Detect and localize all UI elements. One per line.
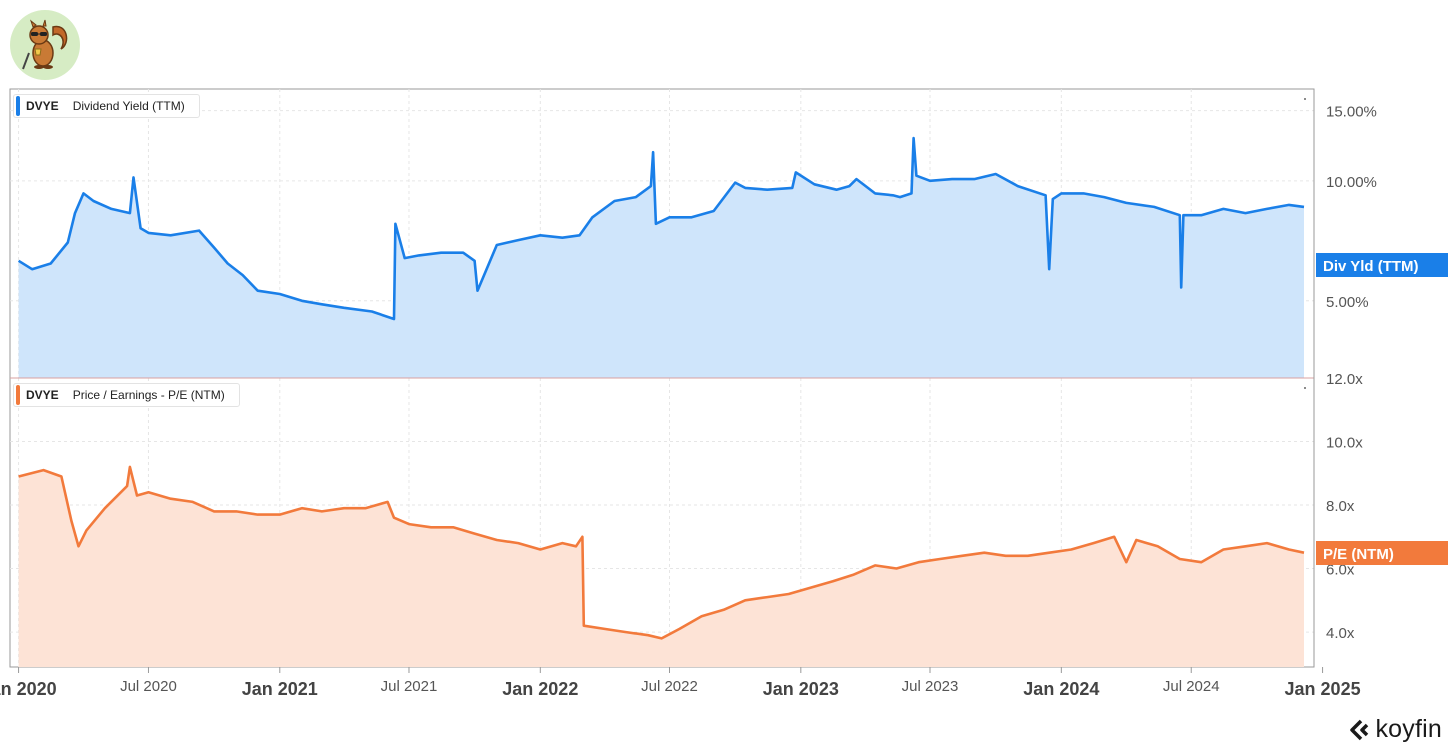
panel-marker: [1304, 387, 1306, 389]
y-tick-label: 10.0x: [1326, 435, 1363, 452]
x-tick-label: Jan 2021: [242, 679, 318, 699]
series-line-0: [17, 136, 1305, 321]
value-flag-0: [1316, 253, 1448, 277]
y-tick-label: 4.0x: [1326, 625, 1355, 642]
x-tick-label: Jul 2022: [641, 678, 698, 695]
series-line-1: [18, 465, 1305, 640]
series-color-swatch: [16, 385, 20, 405]
series-area-0: [18, 138, 1305, 378]
x-tick-label: Jan 2023: [763, 679, 839, 699]
value-flag-label: Div Yld (TTM): [1323, 258, 1419, 275]
legend-dividend-yield: DVYE Dividend Yield (TTM): [13, 94, 200, 118]
y-tick-label: 15.00%: [1326, 104, 1377, 121]
legend-ticker: DVYE: [26, 99, 59, 113]
x-tick-label: Jul 2020: [120, 678, 177, 695]
legend-series-name: Price / Earnings - P/E (NTM): [72, 388, 225, 402]
y-tick-label: 6.0x: [1326, 562, 1355, 579]
y-tick-label: 12.0x: [1326, 371, 1363, 388]
legend-price-earnings: DVYE Price / Earnings - P/E (NTM): [13, 383, 240, 407]
value-flag-1: [1316, 541, 1448, 565]
x-tick-label: Jul 2021: [381, 678, 438, 695]
y-tick-label: 5.00%: [1326, 294, 1369, 311]
series-color-swatch: [16, 96, 20, 116]
legend-ticker: DVYE: [26, 388, 59, 402]
x-tick-label: Jan 2024: [1023, 679, 1099, 699]
y-tick-label: 10.00%: [1326, 174, 1377, 191]
x-tick-label: Jul 2024: [1163, 678, 1220, 695]
x-tick-label: Jan 2020: [0, 679, 57, 699]
legend-series-name: Dividend Yield (TTM): [72, 99, 185, 113]
x-tick-label: Jan 2022: [502, 679, 578, 699]
brand-name: koyfin: [1375, 715, 1442, 743]
koyfin-brand: koyfin: [1349, 715, 1442, 744]
x-tick-label: Jul 2023: [902, 678, 959, 695]
x-tick-label: Jan 2025: [1285, 679, 1361, 699]
koyfin-chevron-icon: [1350, 719, 1369, 740]
squirrel-mascot-icon: [9, 9, 81, 81]
panel-marker: [1304, 98, 1306, 100]
y-tick-label: 8.0x: [1326, 498, 1355, 515]
series-area-1: [18, 466, 1305, 667]
value-flag-label: P/E (NTM): [1323, 546, 1394, 563]
